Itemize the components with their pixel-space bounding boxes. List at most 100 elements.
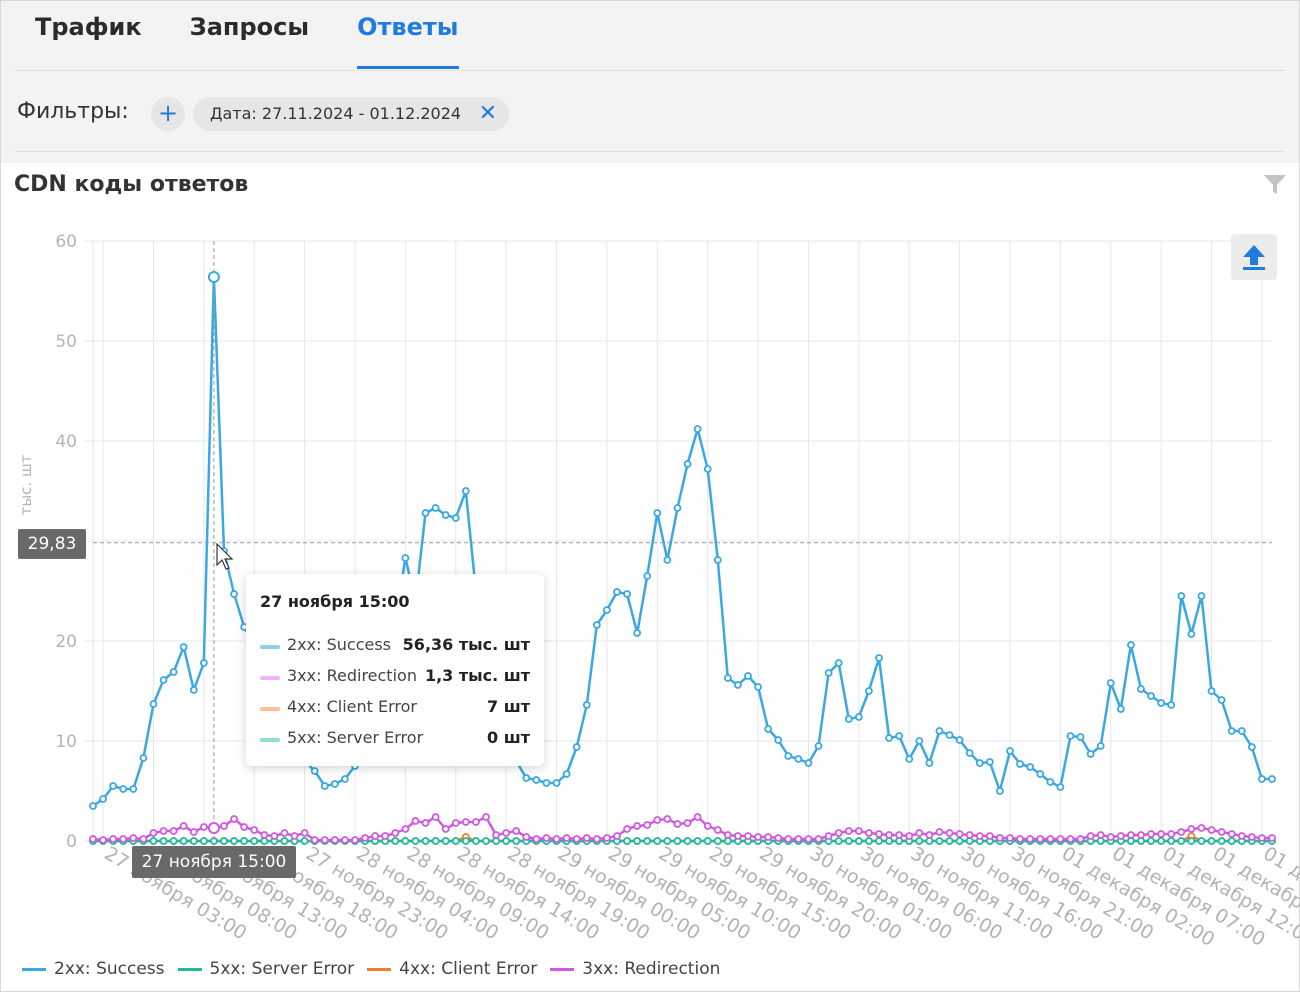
data-point: [451, 514, 460, 522]
data-point: [1066, 732, 1075, 740]
tooltip-series-name: 5xx: Server Error: [287, 728, 424, 747]
data-point: [996, 787, 1004, 795]
data-point: [844, 827, 853, 835]
data-point: [633, 837, 642, 845]
tab-bar: Трафик Запросы Ответы: [35, 1, 507, 71]
data-point: [592, 835, 601, 843]
data-point: [1247, 743, 1256, 751]
data-point: [512, 827, 521, 835]
export-button[interactable]: [1231, 234, 1277, 280]
data-point: [582, 701, 591, 709]
data-point: [1127, 641, 1135, 649]
tooltip-title: 27 ноября 15:00: [260, 592, 410, 611]
legend-item-4xx[interactable]: 4xx: Client Error: [367, 957, 537, 981]
data-point: [1157, 699, 1166, 707]
legend-item-3xx[interactable]: 3xx: Redirection: [550, 957, 720, 981]
data-point: [955, 837, 964, 845]
data-point: [179, 643, 188, 651]
data-point: [1016, 760, 1024, 768]
data-point: [169, 668, 178, 676]
tooltip-series-name: 3xx: Redirection: [287, 666, 417, 685]
data-point: [1116, 705, 1125, 713]
legend-swatch: [22, 967, 46, 971]
data-point: [1187, 837, 1196, 845]
data-point: [310, 836, 319, 844]
data-point: [794, 755, 803, 763]
data-point: [1076, 733, 1085, 741]
data-point: [381, 832, 390, 840]
data-point: [824, 832, 833, 840]
data-point: [1227, 727, 1236, 735]
data-point: [300, 837, 309, 845]
chart-tooltip: 27 ноября 15:00 2xx: Success 56,36 тыс. …: [246, 574, 544, 766]
data-point: [119, 835, 128, 843]
data-point: [975, 759, 984, 767]
data-point: [421, 837, 430, 845]
tooltip-series-name: 2xx: Success: [287, 635, 391, 654]
data-point: [451, 837, 460, 845]
tooltip-row: 4xx: Client Error 7 шт: [260, 697, 530, 719]
data-point: [250, 826, 259, 834]
data-point: [421, 819, 430, 827]
data-point: [754, 683, 762, 691]
chart-title: CDN коды ответов: [14, 172, 249, 197]
data-point: [623, 825, 631, 833]
highlighted-point: [207, 271, 220, 283]
data-point: [1137, 831, 1145, 839]
y-tick-label: 20: [55, 632, 77, 652]
data-point: [119, 785, 128, 793]
tab-responses[interactable]: Ответы: [357, 1, 459, 69]
data-point: [613, 588, 621, 596]
data-point: [643, 837, 652, 845]
add-filter-button[interactable]: +: [151, 97, 185, 131]
data-point: [220, 837, 228, 845]
tab-traffic[interactable]: Трафик: [35, 13, 142, 41]
data-point: [985, 832, 994, 840]
data-point: [341, 775, 349, 783]
data-point: [774, 736, 783, 744]
data-point: [159, 837, 168, 845]
data-point: [613, 832, 621, 840]
data-point: [522, 774, 531, 782]
data-point: [1268, 775, 1276, 783]
data-point: [532, 776, 541, 784]
data-point: [703, 465, 712, 473]
legend-swatch: [367, 967, 392, 971]
data-point: [502, 829, 511, 837]
data-point: [492, 837, 500, 845]
tab-requests[interactable]: Запросы: [189, 13, 310, 41]
data-point: [1116, 832, 1125, 840]
data-point: [865, 829, 873, 837]
data-point: [431, 504, 440, 512]
data-point: [734, 681, 742, 689]
data-point: [1086, 832, 1095, 840]
data-point: [89, 835, 97, 843]
data-point: [744, 672, 752, 680]
tooltip-row: 2xx: Success 56,36 тыс. шт: [260, 635, 530, 657]
date-filter-label: Дата: 27.11.2024 - 01.12.2024: [210, 104, 462, 123]
data-point: [1036, 770, 1045, 778]
legend-item-5xx[interactable]: 5xx: Server Error: [177, 957, 354, 981]
data-point: [330, 836, 339, 844]
data-point: [1258, 775, 1266, 783]
data-point: [965, 837, 974, 845]
filter-funnel-icon[interactable]: [1263, 174, 1287, 196]
data-point: [925, 831, 934, 839]
data-point: [290, 832, 299, 840]
data-point: [1157, 830, 1166, 838]
data-point: [169, 827, 178, 835]
data-point: [179, 822, 188, 830]
data-point: [1006, 834, 1014, 842]
data-point: [159, 827, 168, 835]
data-point: [1197, 824, 1206, 832]
legend-item-2xx[interactable]: 2xx: Success: [22, 957, 165, 981]
data-point: [1127, 837, 1135, 845]
tooltip-swatch: [260, 645, 280, 649]
date-filter-chip[interactable]: Дата: 27.11.2024 - 01.12.2024 ✕: [193, 97, 509, 131]
data-point: [1096, 831, 1105, 839]
data-point: [139, 835, 148, 843]
data-point: [784, 752, 793, 760]
y-axis-label: тыс. шт: [17, 454, 35, 516]
close-icon[interactable]: ✕: [478, 101, 497, 126]
